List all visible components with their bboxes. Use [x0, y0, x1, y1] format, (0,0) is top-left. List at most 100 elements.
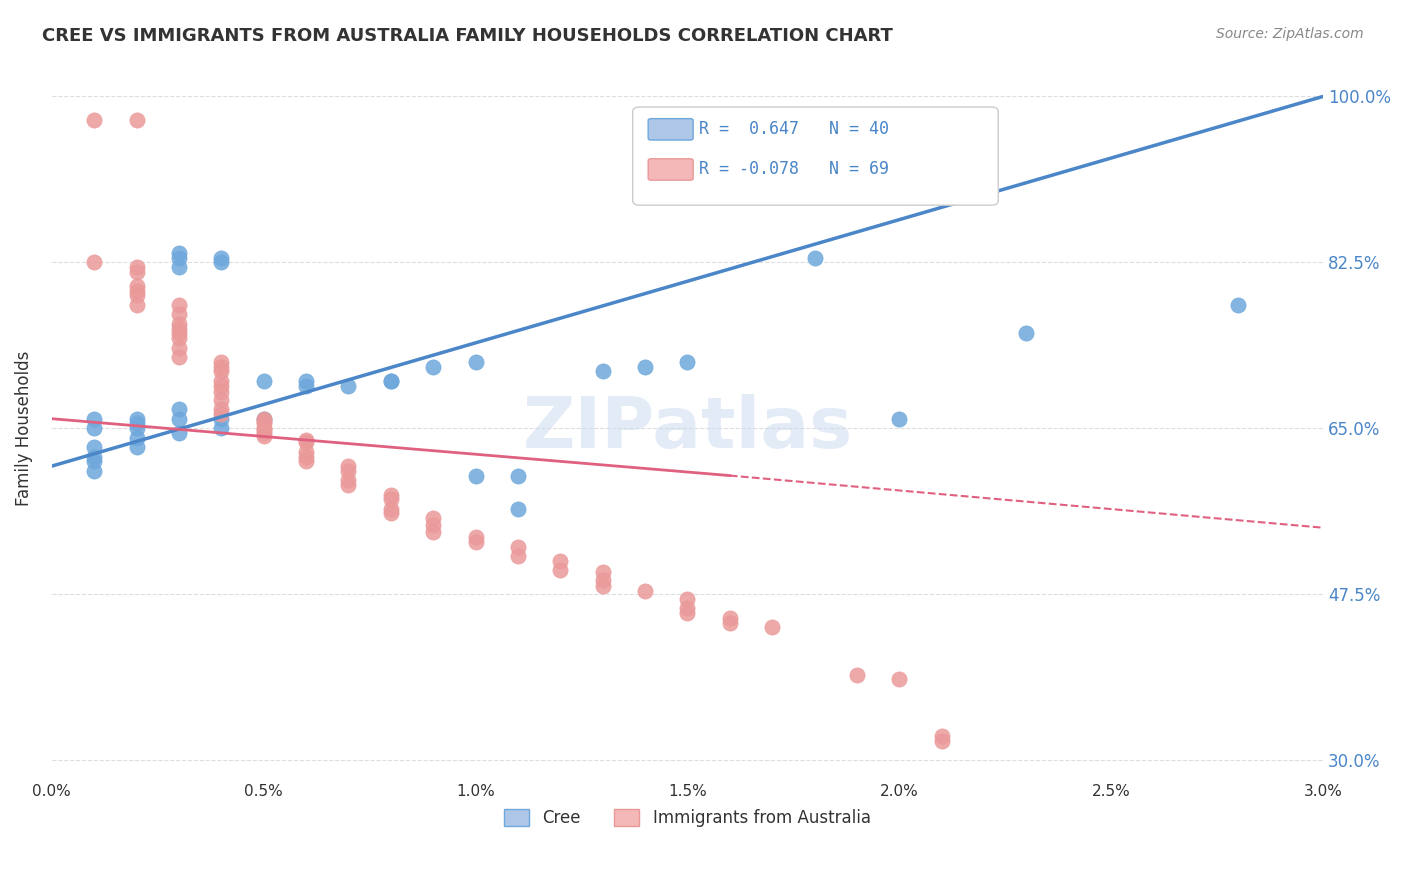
Point: [83, 464, 105, 478]
Point: [253, 411, 276, 425]
Point: [253, 411, 276, 425]
Point: [464, 535, 486, 549]
Point: [1015, 326, 1038, 341]
Point: [167, 411, 190, 425]
Point: [592, 573, 614, 587]
Point: [167, 326, 190, 341]
Point: [125, 265, 148, 279]
Point: [167, 317, 190, 331]
Point: [464, 468, 486, 483]
Point: [125, 113, 148, 128]
Point: [931, 734, 953, 748]
Y-axis label: Family Households: Family Households: [15, 351, 32, 506]
Point: [125, 284, 148, 298]
Point: [634, 359, 657, 374]
Point: [83, 421, 105, 435]
Point: [125, 288, 148, 302]
Point: [676, 355, 699, 369]
Point: [506, 468, 529, 483]
Point: [380, 374, 402, 388]
Point: [676, 591, 699, 606]
Point: [167, 260, 190, 274]
Point: [380, 487, 402, 501]
Point: [83, 450, 105, 464]
Point: [125, 260, 148, 274]
Point: [125, 440, 148, 454]
Point: [676, 606, 699, 620]
Point: [506, 501, 529, 516]
Point: [209, 411, 232, 425]
Point: [253, 421, 276, 435]
Point: [83, 440, 105, 454]
Point: [337, 478, 360, 492]
Point: [253, 429, 276, 443]
Point: [253, 423, 276, 437]
Point: [295, 378, 318, 392]
Point: [634, 584, 657, 599]
Point: [83, 411, 105, 425]
Point: [931, 729, 953, 743]
Point: [167, 321, 190, 335]
Point: [380, 501, 402, 516]
Point: [380, 374, 402, 388]
Point: [209, 402, 232, 417]
Point: [83, 255, 105, 269]
Point: [167, 425, 190, 440]
Point: [167, 251, 190, 265]
Point: [209, 374, 232, 388]
Point: [337, 378, 360, 392]
Point: [125, 431, 148, 445]
Point: [83, 454, 105, 468]
Point: [337, 473, 360, 487]
Point: [167, 298, 190, 312]
Point: [550, 563, 572, 577]
Point: [803, 251, 825, 265]
Point: [125, 411, 148, 425]
Point: [422, 359, 444, 374]
Point: [253, 425, 276, 440]
Point: [464, 530, 486, 544]
Point: [167, 245, 190, 260]
Point: [676, 601, 699, 615]
Point: [209, 378, 232, 392]
Text: R =  0.647   N = 40: R = 0.647 N = 40: [699, 120, 889, 138]
Point: [761, 620, 783, 634]
Point: [422, 517, 444, 532]
Point: [125, 298, 148, 312]
Point: [167, 402, 190, 417]
Point: [83, 113, 105, 128]
Text: R = -0.078   N = 69: R = -0.078 N = 69: [699, 161, 889, 178]
Point: [380, 507, 402, 521]
Point: [889, 673, 911, 687]
Point: [506, 540, 529, 554]
Point: [337, 464, 360, 478]
Point: [253, 417, 276, 431]
Point: [209, 364, 232, 378]
Point: [209, 255, 232, 269]
Point: [422, 511, 444, 525]
Point: [209, 385, 232, 400]
Point: [422, 525, 444, 540]
Point: [295, 450, 318, 464]
Point: [295, 445, 318, 459]
Point: [889, 411, 911, 425]
Point: [209, 355, 232, 369]
Point: [846, 667, 869, 681]
Point: [592, 364, 614, 378]
Point: [550, 554, 572, 568]
Point: [506, 549, 529, 563]
Text: ZIPatlas: ZIPatlas: [523, 393, 852, 463]
Point: [464, 355, 486, 369]
Point: [718, 615, 741, 630]
Text: CREE VS IMMIGRANTS FROM AUSTRALIA FAMILY HOUSEHOLDS CORRELATION CHART: CREE VS IMMIGRANTS FROM AUSTRALIA FAMILY…: [42, 27, 893, 45]
Point: [295, 433, 318, 447]
Point: [167, 307, 190, 321]
Point: [1227, 298, 1250, 312]
Point: [380, 492, 402, 507]
Point: [253, 374, 276, 388]
Point: [295, 374, 318, 388]
Point: [209, 392, 232, 407]
Point: [209, 421, 232, 435]
Point: [125, 417, 148, 431]
Point: [295, 454, 318, 468]
